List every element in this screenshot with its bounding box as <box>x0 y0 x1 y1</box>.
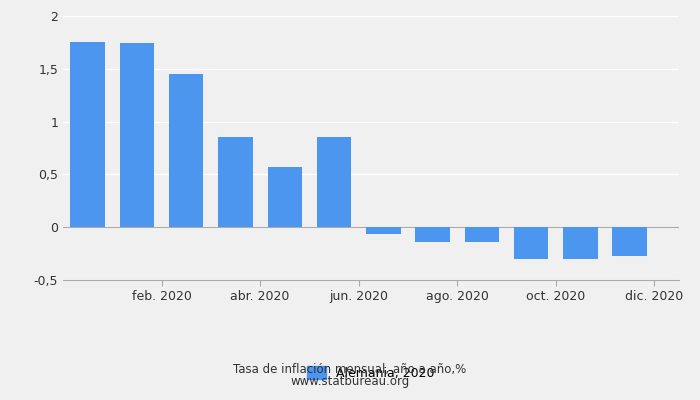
Bar <box>366 227 400 234</box>
Legend: Alemania, 2020: Alemania, 2020 <box>302 361 440 385</box>
Bar <box>71 42 105 227</box>
Bar <box>317 138 351 227</box>
Bar <box>612 227 647 256</box>
Bar <box>415 227 450 242</box>
Bar <box>514 227 548 259</box>
Bar <box>218 138 253 227</box>
Text: Tasa de inflación mensual, año a año,%: Tasa de inflación mensual, año a año,% <box>233 364 467 376</box>
Bar <box>564 227 598 259</box>
Bar <box>120 44 154 227</box>
Text: www.statbureau.org: www.statbureau.org <box>290 376 410 388</box>
Bar <box>465 227 499 242</box>
Bar <box>169 74 204 227</box>
Bar <box>267 167 302 227</box>
